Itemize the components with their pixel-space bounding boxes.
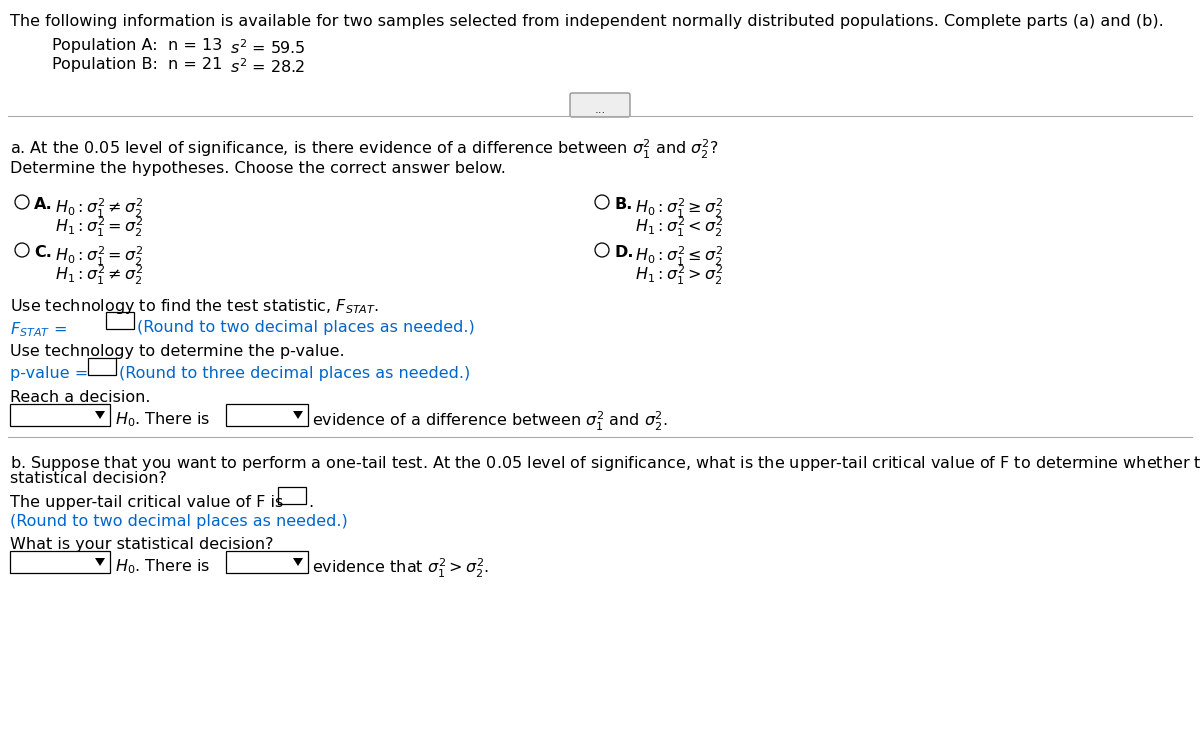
Text: $F_{STAT}$ =: $F_{STAT}$ = [10, 320, 67, 339]
Text: D.: D. [614, 245, 634, 260]
Text: Reach a decision.: Reach a decision. [10, 390, 150, 405]
Text: Population A:: Population A: [52, 38, 157, 53]
Polygon shape [95, 411, 106, 419]
Text: a. At the 0.05 level of significance, is there evidence of a difference between : a. At the 0.05 level of significance, is… [10, 138, 719, 161]
Polygon shape [293, 411, 302, 419]
Text: Use technology to determine the p-value.: Use technology to determine the p-value. [10, 344, 344, 359]
Text: The following information is available for two samples selected from independent: The following information is available f… [10, 14, 1164, 29]
Text: $H_0$. There is: $H_0$. There is [115, 410, 210, 428]
Text: $H_0: \sigma_1^2 = \sigma_2^2$: $H_0: \sigma_1^2 = \sigma_2^2$ [55, 245, 143, 268]
Text: (Round to two decimal places as needed.): (Round to two decimal places as needed.) [10, 514, 348, 529]
Text: Use technology to find the test statistic, $F_{STAT}$.: Use technology to find the test statisti… [10, 297, 379, 316]
Text: C.: C. [34, 245, 52, 260]
Text: n = 21: n = 21 [168, 57, 222, 72]
Text: $H_0$. There is: $H_0$. There is [115, 557, 210, 576]
Text: p-value =: p-value = [10, 366, 89, 381]
Text: $H_1: \sigma_1^2 = \sigma_2^2$: $H_1: \sigma_1^2 = \sigma_2^2$ [55, 216, 143, 239]
Text: $H_1: \sigma_1^2 < \sigma_2^2$: $H_1: \sigma_1^2 < \sigma_2^2$ [635, 216, 724, 239]
Text: b. Suppose that you want to perform a one-tail test. At the 0.05 level of signif: b. Suppose that you want to perform a on… [10, 453, 1200, 476]
Bar [10, 551, 110, 573]
Text: Population B:: Population B: [52, 57, 158, 72]
Text: A.: A. [34, 197, 53, 212]
Text: $s^2$ = 59.5: $s^2$ = 59.5 [230, 38, 306, 56]
Text: evidence of a difference between $\sigma_1^2$ and $\sigma_2^2$.: evidence of a difference between $\sigma… [312, 410, 668, 433]
Text: What is your statistical decision?: What is your statistical decision? [10, 537, 274, 552]
Text: $H_0: \sigma_1^2 \leq \sigma_2^2$: $H_0: \sigma_1^2 \leq \sigma_2^2$ [635, 245, 724, 268]
Text: $H_1: \sigma_1^2 > \sigma_2^2$: $H_1: \sigma_1^2 > \sigma_2^2$ [635, 264, 724, 287]
Text: $H_0: \sigma_1^2 \neq \sigma_2^2$: $H_0: \sigma_1^2 \neq \sigma_2^2$ [55, 197, 143, 220]
Text: ···: ··· [594, 107, 606, 120]
Text: $H_1: \sigma_1^2 \neq \sigma_2^2$: $H_1: \sigma_1^2 \neq \sigma_2^2$ [55, 264, 143, 287]
Polygon shape [95, 558, 106, 566]
Bar [278, 487, 306, 504]
Text: (Round to three decimal places as needed.): (Round to three decimal places as needed… [119, 366, 470, 381]
Bar [10, 404, 110, 426]
Polygon shape [293, 558, 302, 566]
Text: (Round to two decimal places as needed.): (Round to two decimal places as needed.) [137, 320, 475, 335]
Text: statistical decision?: statistical decision? [10, 471, 167, 486]
Bar [106, 312, 134, 329]
Text: $H_0: \sigma_1^2 \geq \sigma_2^2$: $H_0: \sigma_1^2 \geq \sigma_2^2$ [635, 197, 724, 220]
Bar [88, 358, 116, 375]
FancyBboxPatch shape [570, 93, 630, 117]
Text: The upper-tail critical value of F is: The upper-tail critical value of F is [10, 495, 283, 510]
Text: B.: B. [614, 197, 632, 212]
Text: $s^2$ = 28.2: $s^2$ = 28.2 [230, 57, 305, 76]
Bar [226, 551, 308, 573]
Bar [226, 404, 308, 426]
Text: Determine the hypotheses. Choose the correct answer below.: Determine the hypotheses. Choose the cor… [10, 161, 506, 176]
Text: n = 13: n = 13 [168, 38, 222, 53]
Text: evidence that $\sigma_1^2 > \sigma_2^2$.: evidence that $\sigma_1^2 > \sigma_2^2$. [312, 557, 490, 581]
Text: .: . [308, 495, 313, 510]
